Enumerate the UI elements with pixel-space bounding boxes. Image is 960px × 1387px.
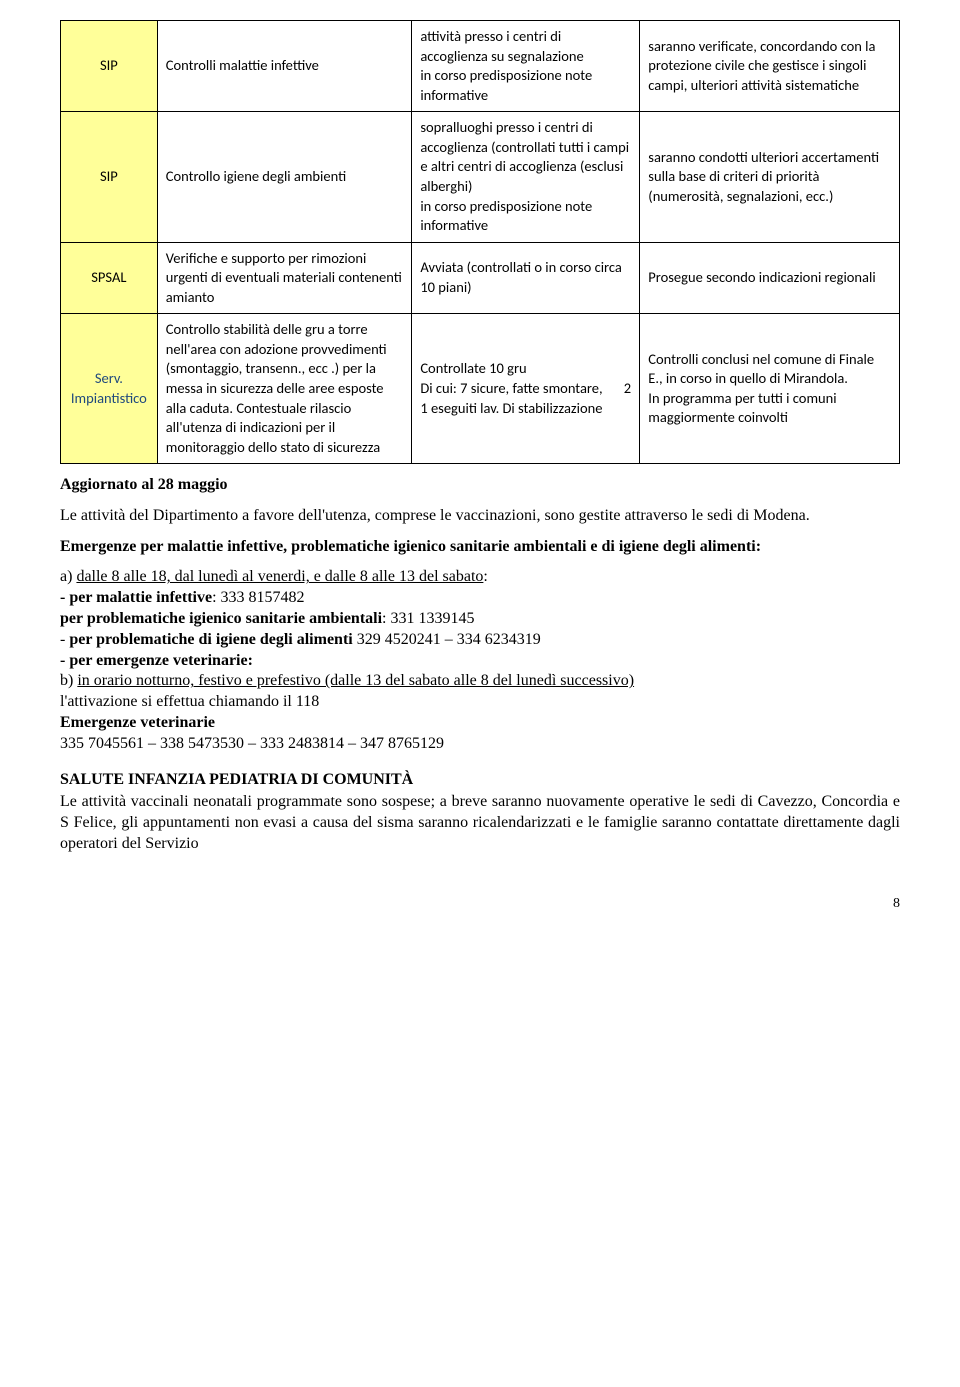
alim-value: 329 4520241 – 334 6234319 — [353, 631, 541, 648]
table-row: SPSAL Verifiche e supporto per rimozioni… — [61, 242, 900, 314]
cell-status: attività presso i centri di accoglienza … — [412, 21, 640, 112]
cell-desc: Verifiche e supporto per rimozioni urgen… — [157, 242, 412, 314]
emerg-vet-numbers: 335 7045561 – 338 5473530 – 333 2483814 … — [60, 735, 444, 752]
cell-note: Controlli conclusi nel comune di Finale … — [640, 314, 900, 464]
emerg-body: a) dalle 8 alle 18, dal lunedì al venerd… — [60, 567, 900, 754]
cell-note: Prosegue secondo indicazioni regionali — [640, 242, 900, 314]
activation-line: l'attivazione si effettua chiamando il 1… — [60, 693, 319, 710]
line-b-prefix: b) — [60, 672, 77, 689]
cell-count: 2 — [616, 314, 640, 464]
intro-paragraph: Le attività del Dipartimento a favore de… — [60, 506, 900, 527]
line-a: dalle 8 alle 18, dal lunedì al venerdi, … — [76, 568, 483, 585]
emerg-vet-title: Emergenze veterinarie — [60, 714, 215, 731]
alim-label: - per problematiche di igiene degli alim… — [60, 631, 353, 648]
data-table: SIP Controlli malattie infettive attivit… — [60, 20, 900, 464]
cell-note: saranno verificate, concordando con la p… — [640, 21, 900, 112]
cell-status: sopralluoghi presso i centri di accoglie… — [412, 112, 640, 242]
cell-desc: Controllo igiene degli ambienti — [157, 112, 412, 242]
mal-inf-value: : 333 8157482 — [212, 589, 304, 606]
cell-sip-1: SIP — [61, 21, 158, 112]
cell-status: Avviata (controllati o in corso circa 10… — [412, 242, 640, 314]
line-a-prefix: a) — [60, 568, 76, 585]
vet-label: - per emergenze veterinarie: — [60, 652, 253, 669]
cell-desc: Controlli malattie infettive — [157, 21, 412, 112]
line-b: in orario notturno, festivo e prefestivo… — [77, 672, 634, 689]
cell-serv-impiantistico: Serv. Impiantistico — [61, 314, 158, 464]
cell-desc: Controllo stabilità delle gru a torre ne… — [157, 314, 412, 464]
cell-note: saranno condotti ulteriori accertamenti … — [640, 112, 900, 242]
cell-sip-2: SIP — [61, 112, 158, 242]
table-row: Serv. Impiantistico Controllo stabilità … — [61, 314, 900, 464]
section-title-salute: SALUTE INFANZIA PEDIATRIA DI COMUNITÀ — [60, 769, 900, 791]
table-row: SIP Controlli malattie infettive attivit… — [61, 21, 900, 112]
cell-status: Controllate 10 gru Di cui: 7 sicure, fat… — [412, 314, 616, 464]
emerg-title: Emergenze per malattie infettive, proble… — [60, 537, 900, 558]
igien-value: : 331 1339145 — [382, 610, 474, 627]
line-a-suffix: : — [483, 568, 487, 585]
igien-label: per problematiche igienico sanitarie amb… — [60, 610, 382, 627]
section-body-salute: Le attività vaccinali neonatali programm… — [60, 792, 900, 854]
mal-inf-label: - per malattie infettive — [60, 589, 212, 606]
cell-spsal: SPSAL — [61, 242, 158, 314]
updated-label: Aggiornato al 28 maggio — [60, 474, 900, 496]
page-number: 8 — [60, 895, 900, 914]
table-row: SIP Controllo igiene degli ambienti sopr… — [61, 112, 900, 242]
